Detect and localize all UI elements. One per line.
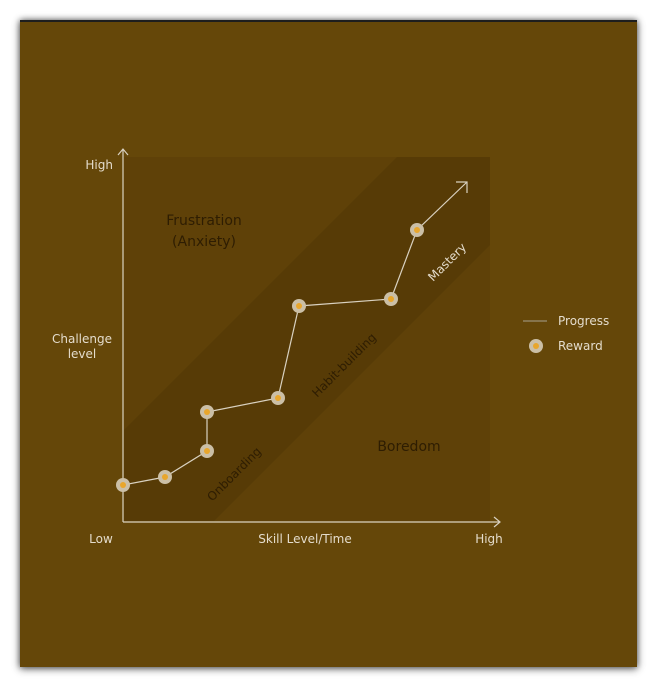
reward-point (116, 478, 130, 492)
reward-point (292, 299, 306, 313)
reward-points (116, 223, 424, 492)
y-axis-title-line1: Challenge (52, 332, 112, 346)
reward-point (271, 391, 285, 405)
progress-arrow-icon (456, 181, 468, 193)
legend-reward-icon (529, 339, 543, 353)
legend-reward-label: Reward (558, 339, 603, 353)
y-axis-arrow-icon (117, 148, 129, 156)
anxiety-zone-label: (Anxiety) (172, 234, 236, 250)
flow-channel-band (124, 157, 490, 521)
reward-point (158, 470, 172, 484)
reward-point (200, 405, 214, 419)
reward-point (200, 444, 214, 458)
legend-progress-label: Progress (558, 314, 609, 328)
x-axis-arrow-icon (493, 516, 501, 528)
y-axis-title-line2: level (68, 347, 97, 361)
legend: Progress Reward (523, 314, 609, 353)
frustration-zone-label: Frustration (166, 213, 242, 229)
y-axis-high-label: High (85, 158, 113, 172)
reward-point (384, 292, 398, 306)
reward-point (410, 223, 424, 237)
x-axis-title: Skill Level/Time (258, 532, 351, 546)
boredom-zone-label: Boredom (377, 439, 440, 455)
x-axis-low-label: Low (89, 532, 113, 546)
x-axis-high-label: High (475, 532, 503, 546)
